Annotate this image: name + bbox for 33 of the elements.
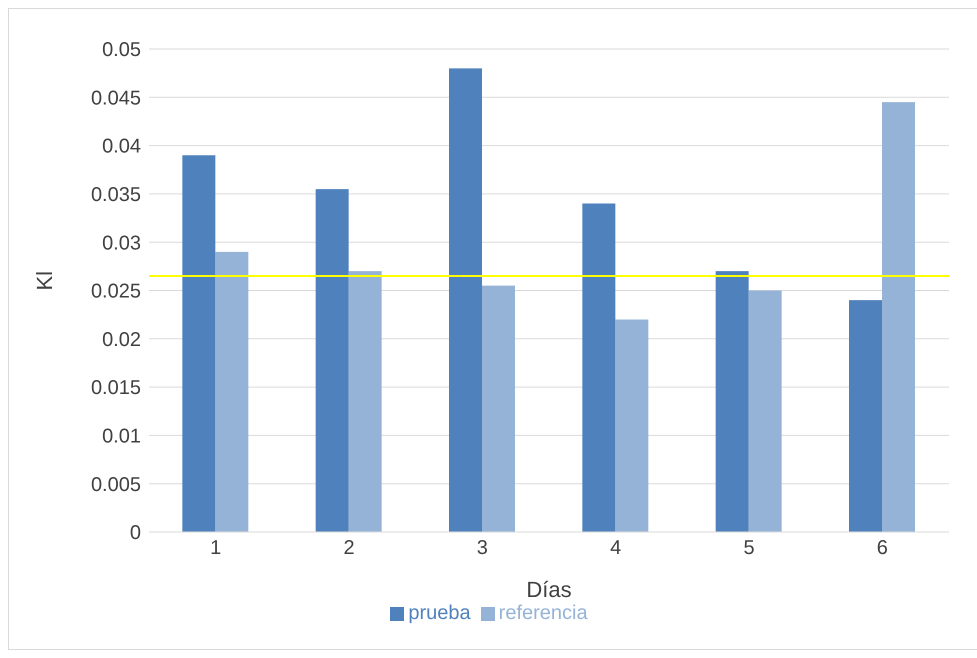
bar: [582, 204, 616, 532]
x-tick-label: 6: [876, 537, 888, 560]
bar: [316, 189, 349, 532]
x-tick-label: 1: [210, 537, 222, 560]
legend-label: prueba: [408, 602, 471, 624]
bar: [849, 300, 882, 532]
bar: [615, 319, 648, 532]
y-axis-title: Kl: [32, 270, 57, 290]
bar: [182, 155, 216, 532]
bar: [882, 102, 915, 532]
y-tick-label: 0.005: [90, 474, 141, 496]
bar: [748, 290, 782, 532]
bar: [482, 286, 515, 532]
bar: [716, 271, 749, 532]
y-tick-label: 0.03: [102, 232, 141, 254]
y-tick-label: 0.015: [90, 377, 141, 400]
y-tick-label: 0.01: [102, 426, 141, 448]
x-tick-label: 4: [610, 537, 622, 560]
y-tick-label: 0.04: [102, 136, 141, 158]
x-tick-label: 5: [743, 537, 755, 560]
bar: [449, 68, 482, 532]
y-tick-label: 0.035: [90, 184, 141, 206]
y-tick-label: 0: [130, 522, 141, 544]
bar: [215, 252, 248, 532]
y-tick-label: 0.05: [102, 39, 141, 62]
y-tick-label: 0.045: [90, 87, 141, 110]
x-axis-title: Días: [526, 577, 572, 602]
bar: [348, 271, 382, 532]
y-tick-label: 0.02: [102, 328, 141, 351]
x-tick-label: 3: [476, 537, 488, 560]
y-tick-label: 0.025: [90, 280, 141, 303]
legend-label: referencia: [498, 602, 588, 624]
x-tick-label: 2: [343, 537, 355, 560]
